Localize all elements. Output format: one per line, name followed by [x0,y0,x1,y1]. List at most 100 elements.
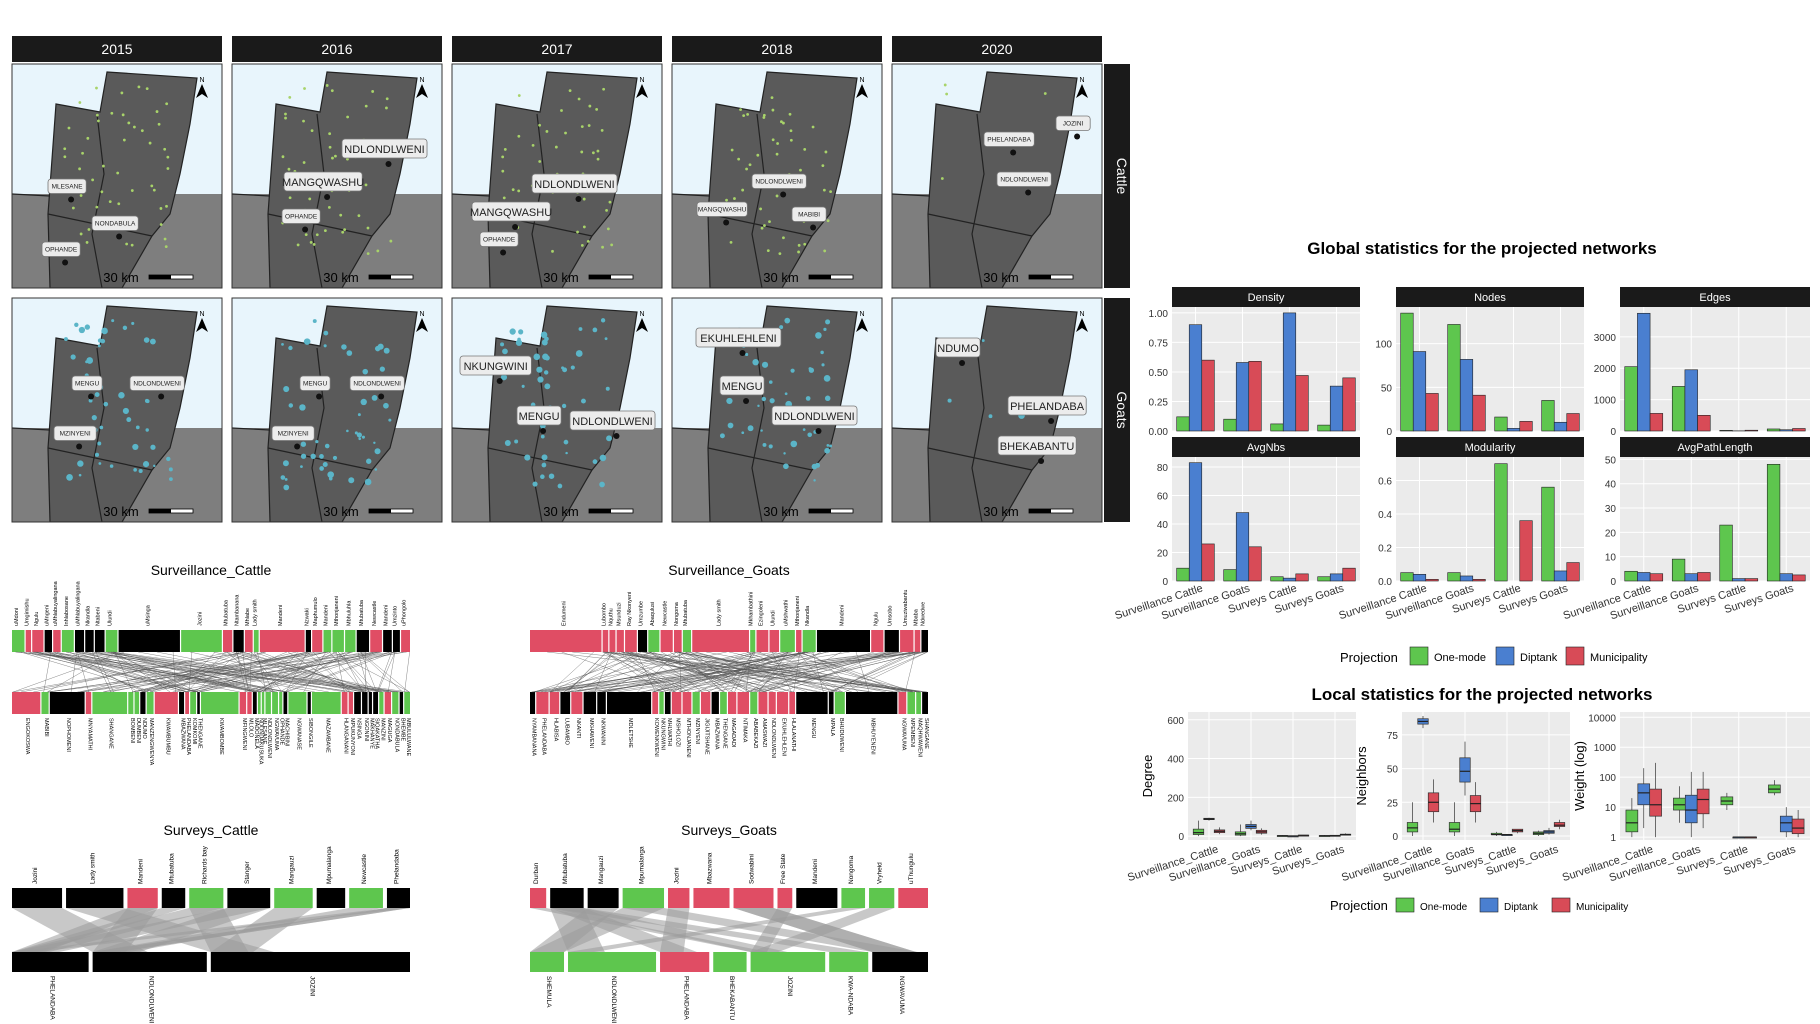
country-border [12,427,51,431]
place-marker [739,350,746,356]
location-dot [538,160,542,163]
location-dot [606,435,612,442]
place-marker [116,233,123,240]
place-label-box [719,375,765,396]
location-dot [100,338,106,344]
top-node [637,630,648,652]
location-dot [300,465,303,469]
bottom-node-label: KWAMBUMBU [164,718,170,755]
north-label: N [859,77,864,84]
location-dot [300,441,307,447]
bar [1792,428,1806,432]
location-dot [595,107,599,111]
bottom-node-label: JOZINI [786,976,793,997]
top-node [305,630,311,652]
location-dot [752,358,759,366]
bottom-node-label: MBHUYENENI [870,718,876,755]
location-dot [803,148,807,151]
location-dot [586,239,590,243]
location-dot [592,459,598,465]
location-dot [580,398,586,404]
location-dot [500,374,508,381]
bar [1176,567,1190,582]
scale-label: 30 km [103,504,138,519]
bottom-node-label: MENGU [810,718,816,739]
top-node [756,630,769,652]
bottom-node [179,692,185,714]
bottom-node-label: BHEKABANTU [728,976,735,1020]
bottom-node [768,692,776,714]
network-edge [603,651,795,693]
location-dot [323,330,329,336]
top-node-label: Lady smith [717,599,723,626]
location-dot [577,97,581,101]
place-marker [378,393,385,400]
place-label-box [1055,115,1091,131]
bar [1270,423,1284,432]
place-label-box [341,138,428,159]
place-label: PHELANDABA [987,137,1031,144]
place-label-box [129,375,185,391]
location-dot [790,440,798,448]
location-dot [315,439,319,444]
location-dot [761,396,767,402]
network-edge [809,651,859,693]
species-label: Goats [1114,391,1130,428]
province-border [267,447,373,471]
location-dot [322,461,328,467]
place-label: PHELANDABA [1010,401,1085,413]
bar [1447,324,1461,432]
network-edge [192,651,379,693]
location-dot [823,375,831,382]
bottom-node-label: MACHIBINI [283,718,289,747]
location-dot [940,177,944,180]
legend-label: Municipality [1590,652,1648,664]
country-border [452,427,491,431]
place-label: OPHANDE [285,214,318,221]
y-tick-label: 0 [1610,577,1616,588]
network-edge [752,651,920,693]
network-edge [359,651,403,693]
location-dot [578,327,583,331]
network-edge [338,651,377,693]
place-marker [62,259,69,266]
bar [1553,421,1568,432]
place-marker [76,443,83,450]
bottom-node [146,692,154,714]
bottom-node [265,692,271,714]
location-dot [533,353,541,361]
location-dot [148,141,152,145]
bottom-node-label: PHELANDABA [683,976,690,1020]
network-edge [568,651,689,693]
location-dot [299,404,306,411]
y-tick-label: 1 [1610,833,1616,844]
network-edge [722,651,755,693]
bottom-node-label: HLABISA [552,718,558,742]
bottom-node-label: MBAZWANA [180,718,186,750]
top-node [587,888,619,908]
location-dot [323,344,327,348]
place-marker [496,378,503,384]
location-dot [366,458,372,464]
location-dot [122,325,128,331]
map-frame [891,63,1103,289]
location-dot [304,233,308,236]
location-dot [361,435,365,439]
top-node-label: Mbhuluhla [346,600,352,626]
location-dot [763,224,766,227]
y-tick-label: 200 [1167,793,1184,804]
bar [1400,572,1414,582]
location-dot [332,455,338,460]
top-node-label: Nzwaki [304,608,310,626]
scale-label: 30 km [983,270,1018,285]
bar [1494,463,1508,582]
map-panel: NDLONDLWENI MANGQWASHU OPHANDE [232,64,442,288]
top-node [12,630,25,652]
bottom-node [530,952,565,972]
location-dot [502,196,506,200]
location-dot [366,226,370,230]
top-node [370,630,382,652]
top-node [244,630,253,652]
location-dot [575,350,583,357]
box [1637,783,1651,806]
